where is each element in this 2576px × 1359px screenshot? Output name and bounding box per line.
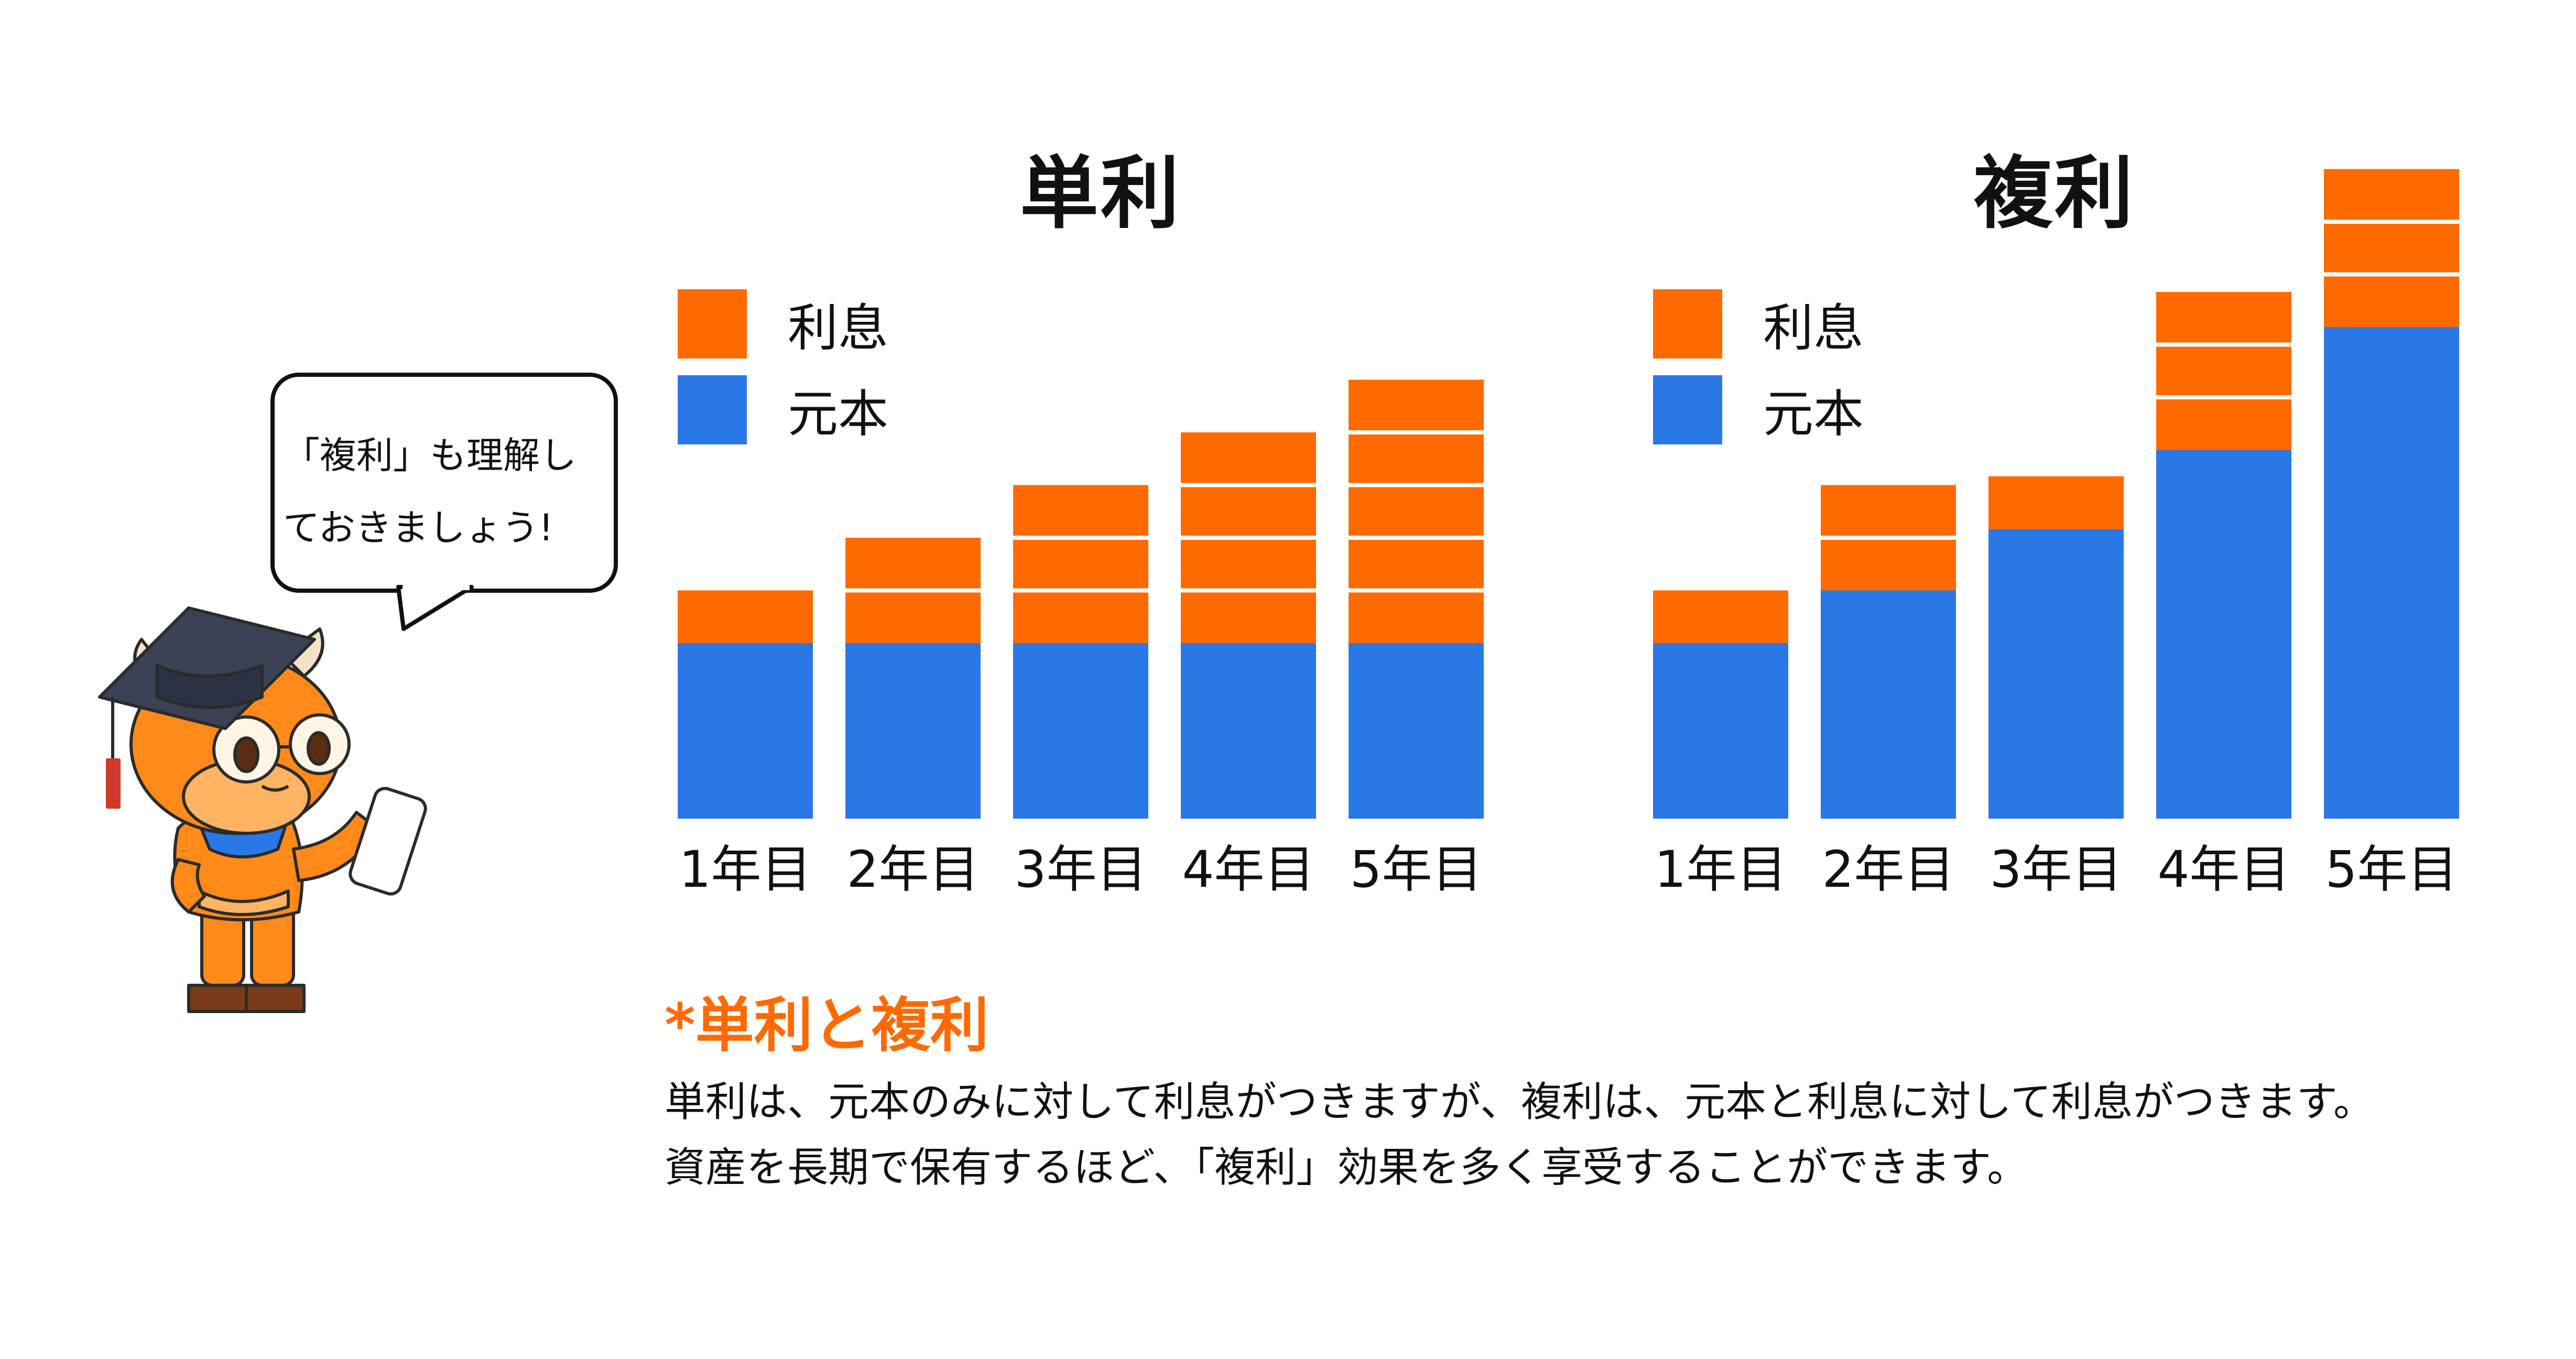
bar-principal-simple-3 [1013,643,1148,819]
bar-interest-simple-4-4 [1181,432,1316,485]
bar-interest-compound-4-1 [2156,397,2291,450]
bar-segment-divider [2324,272,2459,277]
bar-principal-simple-1 [678,643,813,819]
bar-interest-compound-2-2 [1821,485,1956,538]
speech-line: 「複利」も理解し [283,434,577,477]
bar-segment-divider [1181,483,1316,487]
bar-segment-divider [1181,588,1316,593]
bar-segment-divider [845,588,981,593]
bar-interest-compound-3-1 [1988,476,2124,529]
bar-interest-compound-1-1 [1653,590,1788,643]
bar-interest-simple-5-5 [1349,379,1484,432]
bull-mascot-icon [98,606,427,1013]
bar-interest-simple-2-2 [845,538,981,591]
note-line-2: 資産を長期で保有するほど、「複利」効果を多く享受することができます。 [665,1144,2028,1191]
bar-interest-compound-2-1 [1821,538,1956,591]
bar-segment-divider [1821,536,1956,540]
bar-principal-simple-4 [1181,643,1316,819]
bar-principal-compound-3 [1988,529,2124,819]
chart-title-simple: 単利 [1019,148,1181,240]
bar-interest-simple-3-3 [1013,485,1148,538]
bar-segment-divider [2156,395,2291,399]
speech-bubble [270,373,618,631]
x-tick-label: 2年目 [1822,840,1954,899]
bar-interest-compound-5-2 [2324,222,2459,275]
bar-principal-compound-1 [1653,643,1788,819]
x-tick-label: 1年目 [679,840,811,899]
speech-bubble-text: 「複利」も理解し ておきましょう! [283,419,618,564]
bar-principal-simple-5 [1349,643,1484,819]
bar-segment-divider [2156,342,2291,347]
bar-interest-simple-4-1 [1181,590,1316,643]
bar-segment-divider [1181,536,1316,540]
bar-interest-simple-5-1 [1349,590,1484,643]
x-tick-label: 3年目 [1014,840,1147,899]
bar-interest-simple-3-1 [1013,590,1148,643]
bar-interest-simple-3-2 [1013,538,1148,591]
legend-label-principal: 元本 [788,385,888,443]
speech-line: ておきましょう! [283,506,553,549]
bar-principal-compound-5 [2324,327,2459,819]
chart-title-compound: 複利 [1973,148,2135,240]
bar-segment-divider [1349,483,1484,487]
bar-interest-compound-5-1 [2324,274,2459,327]
legend-label-interest: 利息 [1763,299,1864,357]
bar-segment-divider [2324,220,2459,224]
bar-interest-compound-4-3 [2156,292,2291,345]
x-tick-label: 2年目 [846,840,979,899]
legend-principal-compound: 元本 [1653,373,1864,446]
bar-interest-compound-5-3 [2324,169,2459,222]
x-tick-label: 5年目 [1350,840,1482,899]
legend-interest-compound: 利息 [1653,287,1864,360]
x-tick-label: 3年目 [1990,840,2122,899]
x-tick-label: 4年目 [1182,840,1314,899]
legend-swatch-interest [1653,289,1722,358]
bar-interest-simple-5-3 [1349,485,1484,538]
legend-swatch-principal [1653,375,1722,444]
bar-interest-simple-4-3 [1181,485,1316,538]
legend-interest-simple: 利息 [678,287,888,360]
bar-segment-divider [1013,588,1148,593]
note-line-1: 単利は、元本のみに対して利息がつきますが、複利は、元本と利息に対して利息がつきま… [665,1079,2374,1126]
legend-principal-simple: 元本 [678,373,888,446]
bar-segment-divider [1349,536,1484,540]
bar-principal-compound-4 [2156,450,2291,819]
x-tick-label: 5年目 [2325,840,2458,899]
note-title: *単利と複利 [665,992,989,1060]
bar-interest-simple-2-1 [845,590,981,643]
x-tick-label: 1年目 [1654,840,1787,899]
bar-principal-simple-2 [845,643,981,819]
bar-principal-compound-2 [1821,590,1956,819]
bar-interest-simple-4-2 [1181,538,1316,591]
legend-swatch-interest [678,289,747,358]
bar-segment-divider [1013,536,1148,540]
bar-interest-simple-5-2 [1349,538,1484,591]
legend-label-interest: 利息 [788,299,888,357]
bar-interest-simple-5-4 [1349,432,1484,485]
x-tick-label: 4年目 [2157,840,2290,899]
bar-interest-compound-4-2 [2156,344,2291,397]
bar-segment-divider [1349,588,1484,593]
bar-segment-divider [1349,430,1484,434]
legend-swatch-principal [678,375,747,444]
bar-interest-simple-1-1 [678,590,813,643]
legend-label-principal: 元本 [1763,385,1864,443]
